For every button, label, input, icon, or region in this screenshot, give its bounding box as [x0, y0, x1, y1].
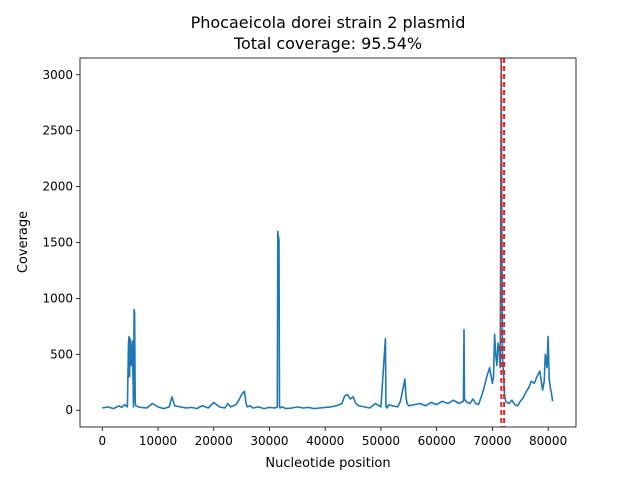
x-axis-label: Nucleotide position: [265, 456, 390, 471]
series-line-group: [102, 58, 554, 427]
y-axis-ticks: 0 500 1000 1500 2000 2500 3000: [42, 68, 80, 417]
y-tick-label: 0: [65, 403, 73, 417]
coverage-series-line: [102, 58, 554, 410]
chart-title: Phocaeicola dorei strain 2 plasmid: [191, 13, 466, 32]
x-tick-label: 10000: [139, 434, 177, 448]
y-tick-label: 3000: [42, 68, 73, 82]
chart-subtitle: Total coverage: 95.54%: [233, 34, 422, 53]
y-tick-label: 2500: [42, 124, 73, 138]
x-tick-label: 40000: [306, 434, 344, 448]
x-axis-ticks: 0 10000 20000 30000 40000 50000 60000 70000 8000…: [98, 427, 567, 448]
y-tick-label: 500: [50, 347, 73, 361]
y-tick-label: 2000: [42, 180, 73, 194]
vertical-marker-lines: [500, 58, 506, 427]
x-tick-label: 0: [98, 434, 106, 448]
y-axis-label: Coverage: [16, 211, 31, 273]
y-tick-label: 1000: [42, 291, 73, 305]
y-tick-label: 1500: [42, 236, 73, 250]
x-tick-label: 50000: [362, 434, 400, 448]
x-tick-label: 60000: [418, 434, 456, 448]
x-tick-label: 30000: [250, 434, 288, 448]
x-tick-label: 80000: [529, 434, 567, 448]
x-tick-label: 70000: [473, 434, 511, 448]
x-tick-label: 20000: [195, 434, 233, 448]
